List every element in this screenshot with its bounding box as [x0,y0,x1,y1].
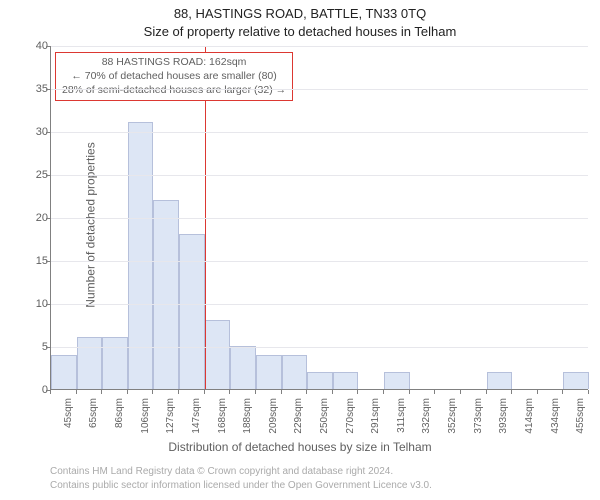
x-tick-mark [76,390,77,394]
bar [102,337,128,389]
bar [384,372,410,389]
x-tick-label: 65sqm [88,398,99,438]
grid-line [51,89,588,90]
plot-area: 88 HASTINGS ROAD: 162sqm ← 70% of detach… [50,46,588,390]
x-tick-label: 393sqm [498,398,509,438]
x-axis-label: Distribution of detached houses by size … [0,440,600,454]
grid-line [51,175,588,176]
x-tick-label: 188sqm [242,398,253,438]
annotation-line-2: ← 70% of detached houses are smaller (80… [62,69,286,83]
x-tick-mark [588,390,589,394]
bar [563,372,589,389]
x-tick-mark [383,390,384,394]
annotation-line-1: 88 HASTINGS ROAD: 162sqm [62,55,286,69]
x-tick-label: 168sqm [217,398,228,438]
x-tick-mark [152,390,153,394]
x-tick-label: 209sqm [268,398,279,438]
bar [205,320,231,389]
grid-line [51,46,588,47]
x-tick-label: 250sqm [319,398,330,438]
x-tick-label: 127sqm [165,398,176,438]
x-tick-mark [434,390,435,394]
footer-line-2: Contains public sector information licen… [50,480,432,491]
x-tick-label: 311sqm [396,398,407,438]
x-tick-mark [562,390,563,394]
footer-line-1: Contains HM Land Registry data © Crown c… [50,466,393,477]
grid-line [51,218,588,219]
x-tick-label: 373sqm [473,398,484,438]
x-tick-label: 45sqm [63,398,74,438]
x-tick-mark [537,390,538,394]
bar [230,346,256,389]
x-tick-mark [229,390,230,394]
x-tick-label: 414sqm [524,398,535,438]
x-tick-mark [50,390,51,394]
annotation-box: 88 HASTINGS ROAD: 162sqm ← 70% of detach… [55,52,293,101]
bar [179,234,205,389]
bar [153,200,179,389]
x-tick-mark [101,390,102,394]
y-tick-mark [46,89,50,90]
x-tick-label: 229sqm [293,398,304,438]
x-tick-label: 106sqm [140,398,151,438]
x-tick-mark [460,390,461,394]
grid-line [51,347,588,348]
bar [77,337,103,389]
x-tick-mark [127,390,128,394]
annotation-line-3: 28% of semi-detached houses are larger (… [62,83,286,97]
x-tick-label: 270sqm [345,398,356,438]
bar [51,355,77,389]
bar [128,122,154,389]
bar [256,355,282,389]
bar [307,372,333,389]
y-tick-mark [46,218,50,219]
x-tick-mark [255,390,256,394]
y-tick-mark [46,347,50,348]
x-tick-mark [332,390,333,394]
x-tick-mark [281,390,282,394]
x-tick-label: 434sqm [550,398,561,438]
grid-line [51,261,588,262]
y-tick-mark [46,132,50,133]
x-tick-label: 455sqm [575,398,586,438]
x-tick-label: 291sqm [370,398,381,438]
bar [333,372,359,389]
y-tick-mark [46,46,50,47]
x-tick-label: 352sqm [447,398,458,438]
y-tick-mark [46,175,50,176]
x-tick-mark [204,390,205,394]
x-tick-mark [357,390,358,394]
x-tick-mark [511,390,512,394]
x-tick-mark [486,390,487,394]
grid-line [51,304,588,305]
x-tick-mark [409,390,410,394]
x-tick-mark [178,390,179,394]
x-tick-label: 86sqm [114,398,125,438]
grid-line [51,132,588,133]
chart-title-sub: Size of property relative to detached ho… [0,24,600,39]
x-tick-label: 147sqm [191,398,202,438]
bar [282,355,308,389]
y-tick-mark [46,304,50,305]
chart-title-main: 88, HASTINGS ROAD, BATTLE, TN33 0TQ [0,6,600,21]
bar [487,372,513,389]
x-tick-label: 332sqm [421,398,432,438]
y-tick-mark [46,261,50,262]
chart-container: 88, HASTINGS ROAD, BATTLE, TN33 0TQ Size… [0,0,600,500]
x-tick-mark [306,390,307,394]
